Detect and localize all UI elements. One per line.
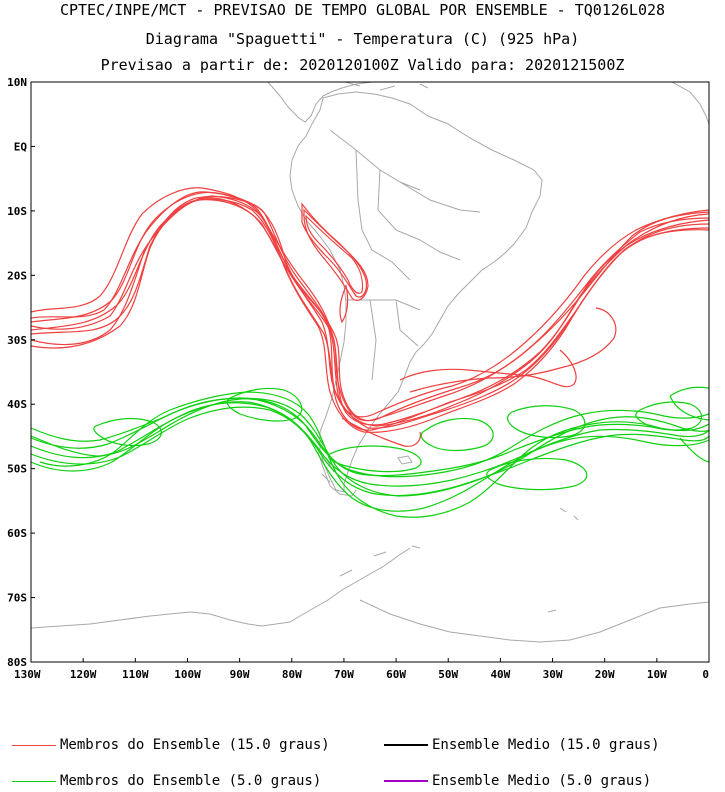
lat-tick-label: 40S (7, 398, 27, 411)
lat-tick-label: EQ (14, 140, 28, 153)
isotherm-15-andes-loop (303, 208, 369, 301)
lon-tick-label: 20W (595, 668, 615, 681)
lon-tick-label: 130W (14, 668, 41, 681)
isotherm-15-member (31, 199, 709, 431)
lat-tick-label: 30S (7, 334, 27, 347)
isotherm-5-loop (420, 417, 494, 452)
lon-tick-label: 40W (490, 668, 510, 681)
isotherm-5-loop (635, 401, 703, 431)
lat-tick-label: 20S (7, 269, 27, 282)
isotherm-15-member (31, 197, 709, 422)
weddell-coast (359, 599, 709, 643)
latitude-axis: 10N EQ 10S 20S 30S 40S 50S 60S 70S 80S (7, 76, 35, 669)
isotherm-15-member (399, 349, 577, 388)
lon-tick-label: 90W (230, 668, 250, 681)
africa-tip (671, 82, 709, 125)
header-line-2: Diagrama "Spaguetti" - Temperatura (C) (… (145, 30, 580, 48)
isotherm-5-member (31, 397, 709, 497)
isotherm-15-group (31, 187, 709, 447)
lon-tick-label: 80W (282, 668, 302, 681)
legend-swatch-purple (384, 780, 428, 782)
isotherm-15-member (31, 191, 709, 427)
header-line-1: CPTEC/INPE/MCT - PREVISAO DE TEMPO GLOBA… (59, 1, 666, 19)
legend-label-members-5: Membros do Ensemble (5.0 graus) (60, 773, 322, 789)
header-line-3: Previsao a partir de: 2020120100Z Valido… (100, 56, 625, 74)
lat-tick-label: 80S (7, 656, 27, 669)
legend-mean-15: Ensemble Medio (15.0 graus) (384, 737, 660, 753)
lon-tick-label: 70W (334, 668, 354, 681)
isotherm-15-member (31, 187, 709, 418)
lat-tick-label: 10S (7, 205, 27, 218)
isotherm-5-loop (226, 387, 303, 422)
isotherm-5-loop (93, 417, 162, 447)
legend-label-mean-5: Ensemble Medio (5.0 graus) (432, 773, 652, 789)
isotherm-5-loop (679, 437, 709, 463)
longitude-axis: 130W 120W 110W 100W 90W 80W 70W 60W 50W 40W 30W 20W… (14, 658, 710, 681)
isotherm-5-loop (328, 445, 422, 473)
isotherm-5-member (39, 391, 661, 518)
antarctic-islands (339, 545, 557, 613)
falklands (397, 455, 413, 465)
isotherm-15-member (31, 198, 709, 433)
south-georgia (559, 507, 579, 521)
lat-tick-label: 70S (7, 592, 27, 605)
isotherm-15-member (409, 307, 617, 393)
isotherm-5-loop (506, 405, 586, 439)
country-borders (329, 129, 481, 381)
coastline-layer (31, 82, 709, 643)
isotherm-5-member (31, 397, 709, 477)
lon-tick-label: 110W (122, 668, 149, 681)
lon-tick-label: 50W (438, 668, 458, 681)
caribbean-islands (344, 82, 429, 91)
south-america-coast (289, 91, 543, 493)
isotherm-5-group (31, 386, 709, 518)
legend-members-5: Membros do Ensemble (5.0 graus) (12, 773, 321, 789)
isotherm-15-andes-loop (305, 214, 364, 294)
lon-tick-label: 120W (70, 668, 97, 681)
lon-tick-label: 60W (386, 668, 406, 681)
isotherm-15-member (31, 191, 709, 422)
legend-swatch-red (12, 744, 56, 746)
isotherm-5-member (31, 406, 709, 497)
legend-swatch-black (384, 744, 428, 746)
legend-mean-5: Ensemble Medio (5.0 graus) (384, 773, 651, 789)
isotherm-15-member (341, 417, 421, 447)
isotherm-15-member (31, 195, 709, 426)
legend-members-15: Membros do Ensemble (15.0 graus) (12, 737, 330, 753)
lat-tick-label: 50S (7, 463, 27, 476)
antarctic-peninsula (31, 547, 411, 629)
legend-label-members-15: Membros do Ensemble (15.0 graus) (60, 737, 330, 753)
isotherm-5-member (31, 397, 709, 478)
central-america-coast (267, 82, 373, 123)
map-frame (30, 81, 710, 663)
lon-tick-label: 10W (647, 668, 667, 681)
legend-swatch-green (12, 780, 56, 782)
legend-label-mean-15: Ensemble Medio (15.0 graus) (432, 737, 660, 753)
lat-tick-label: 10N (7, 76, 27, 89)
isotherm-5-loop (486, 457, 588, 491)
lon-tick-label: 0 (702, 668, 709, 681)
isotherm-15-coast-segment (339, 284, 349, 324)
lat-tick-label: 60S (7, 527, 27, 540)
isotherm-5-member (31, 401, 709, 512)
isotherm-5-loop (669, 386, 709, 421)
lon-tick-label: 30W (543, 668, 563, 681)
lon-tick-label: 100W (174, 668, 201, 681)
